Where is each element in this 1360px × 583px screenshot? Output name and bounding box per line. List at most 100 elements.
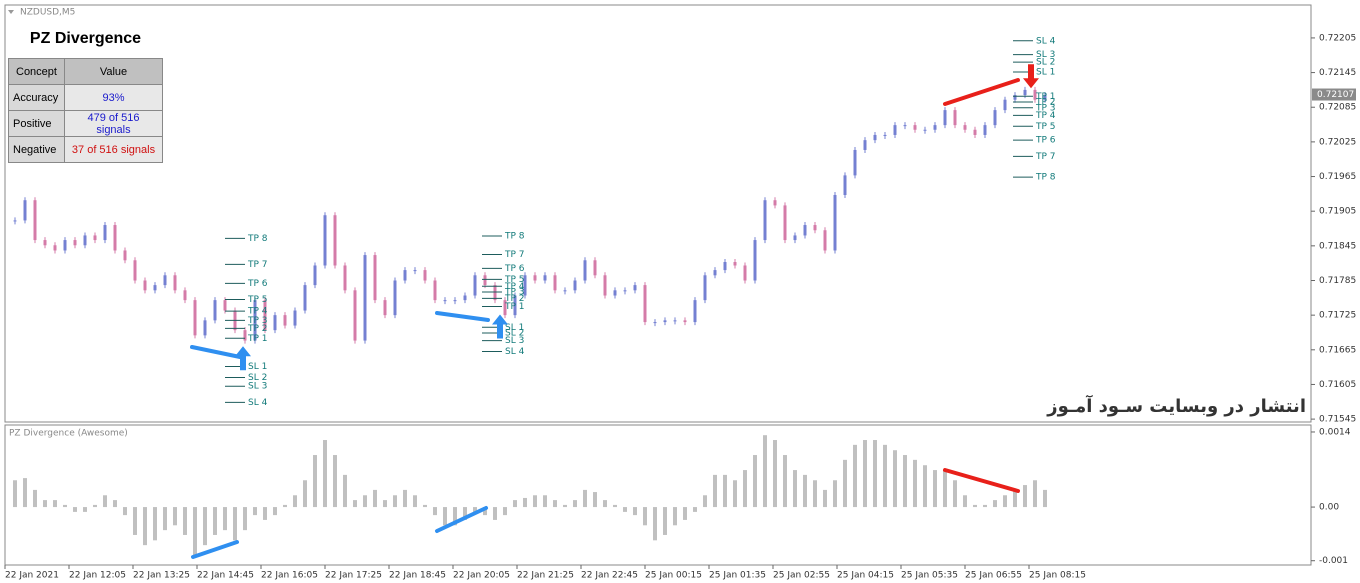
bar — [1003, 495, 1007, 508]
candle — [423, 270, 427, 281]
x-tick-label: 22 Jan 21:25 — [517, 571, 574, 581]
bar — [513, 500, 517, 508]
level-label: TP 8 — [504, 232, 525, 242]
candle — [323, 215, 327, 266]
bar — [673, 507, 677, 526]
bar — [843, 459, 847, 508]
candle — [253, 300, 257, 341]
current-price-label: 0.72107 — [1317, 90, 1354, 100]
candle — [1033, 89, 1037, 100]
indicator-panel — [4, 424, 1312, 566]
bar — [1023, 485, 1027, 508]
x-tick-label: 25 Jan 05:35 — [901, 571, 958, 581]
current-price-box — [1312, 88, 1356, 101]
candle — [133, 260, 137, 281]
candle — [493, 285, 497, 301]
bar — [703, 495, 707, 508]
level-label: TP 5 — [504, 275, 525, 285]
bar — [303, 480, 307, 508]
bar — [103, 495, 107, 508]
candle — [663, 320, 667, 323]
bar — [153, 507, 157, 541]
candle — [223, 300, 227, 311]
candle — [1023, 89, 1027, 96]
bar — [463, 507, 467, 520]
bar — [503, 507, 507, 516]
candle — [383, 300, 387, 316]
level-label: TP 6 — [247, 279, 268, 289]
bar — [783, 455, 787, 508]
y-tick-label: 0.71905 — [1319, 207, 1356, 217]
candle — [673, 320, 677, 322]
signal-arrow — [492, 314, 508, 339]
candle — [83, 235, 87, 246]
column-header: Concept — [8, 58, 65, 85]
bar — [183, 507, 187, 535]
bar — [453, 507, 457, 526]
candle — [633, 285, 637, 291]
level-label: TP 7 — [504, 250, 525, 260]
candle — [403, 270, 407, 281]
bar — [133, 507, 137, 535]
y-tick-label: 0.71665 — [1319, 345, 1356, 355]
row-label: Positive — [8, 110, 65, 137]
candle — [473, 275, 477, 296]
candle — [333, 215, 337, 266]
x-tick-label: 22 Jan 13:25 — [133, 571, 190, 581]
candle — [373, 255, 377, 301]
candle — [263, 300, 267, 331]
candle — [793, 235, 797, 241]
candle — [763, 200, 767, 241]
candle — [23, 200, 27, 221]
y-tick-label: 0.72145 — [1319, 68, 1356, 78]
candle — [503, 300, 507, 316]
candle — [883, 134, 887, 136]
level-label: TP 6 — [1035, 136, 1056, 146]
candle — [683, 320, 687, 323]
candle — [283, 315, 287, 326]
bar — [693, 507, 697, 512]
watermark: انتشار در وبسایت سـود آمـوز — [1047, 396, 1306, 417]
info-panel: PZ Divergence Concept Value Accuracy 93% P… — [8, 20, 163, 163]
y-tick-label: 0.71965 — [1319, 172, 1356, 182]
y-tick-label: 0.0014 — [1319, 427, 1351, 437]
y-tick-label: 0.71785 — [1319, 276, 1356, 286]
candle — [593, 260, 597, 276]
bar — [543, 495, 547, 508]
candle — [863, 140, 867, 150]
candle — [163, 275, 167, 286]
bar — [643, 507, 647, 526]
level-label: SL 2 — [505, 329, 524, 339]
bar — [323, 440, 327, 508]
bar — [663, 507, 667, 535]
bar — [93, 504, 97, 508]
candle — [173, 275, 177, 291]
bar — [113, 500, 117, 508]
candle — [123, 250, 127, 261]
bar — [933, 470, 937, 508]
bar — [1033, 480, 1037, 508]
candle — [533, 275, 537, 281]
row-value: 37 of 516 signals — [64, 136, 163, 163]
candle — [483, 275, 487, 286]
bar — [163, 507, 167, 531]
bar — [363, 495, 367, 508]
candle — [923, 129, 927, 131]
bar — [333, 455, 337, 508]
bar — [983, 504, 987, 508]
bar — [893, 450, 897, 508]
menu-triangle — [8, 10, 14, 14]
bar — [1013, 489, 1017, 508]
divergence-line — [435, 311, 490, 322]
candle — [113, 225, 117, 251]
bar — [483, 507, 487, 516]
bar — [733, 480, 737, 508]
candle — [553, 275, 557, 291]
candle — [783, 205, 787, 241]
bar — [583, 489, 587, 508]
candle — [153, 285, 157, 291]
level-label: TP 1 — [247, 334, 268, 344]
x-tick-label: 25 Jan 01:35 — [709, 571, 766, 581]
bar — [193, 507, 197, 556]
bar — [373, 489, 377, 508]
